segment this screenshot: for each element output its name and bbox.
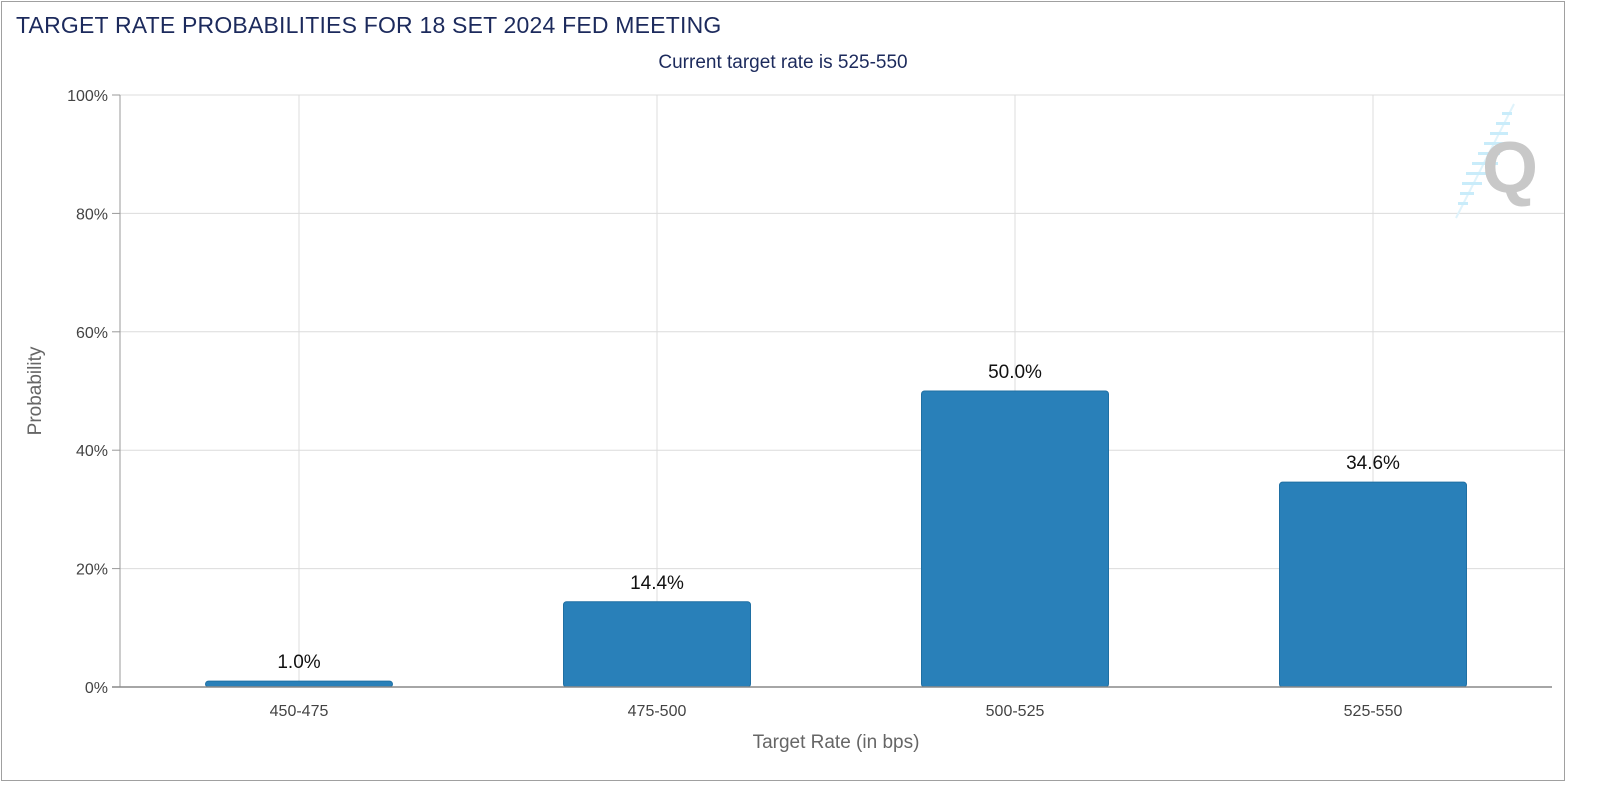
y-tick-label: 100% — [67, 88, 108, 105]
chart-subtitle: Current target rate is 525-550 — [658, 52, 908, 73]
y-tick-label: 20% — [76, 562, 108, 579]
svg-text:Q: Q — [1482, 128, 1538, 208]
bar — [205, 680, 393, 688]
bar-chart: Q 0% 20% 40% 60% 80% 100% 1.0% 450-475 14.4% 475-… — [25, 88, 1564, 753]
y-tick-label: 0% — [85, 680, 108, 697]
bar-value-label: 1.0% — [277, 652, 320, 673]
bar — [1279, 481, 1467, 688]
y-tick-label: 80% — [76, 206, 108, 223]
y-tick-label: 60% — [76, 325, 108, 342]
x-axis-title: Target Rate (in bps) — [753, 732, 920, 753]
chart-title: TARGET RATE PROBABILITIES FOR 18 SET 202… — [16, 12, 722, 38]
x-tick-label: 450-475 — [270, 703, 329, 720]
axes — [112, 94, 1552, 688]
y-tick-label: 40% — [76, 443, 108, 460]
bars — [205, 390, 1467, 688]
bar-value-label: 50.0% — [988, 362, 1042, 383]
x-tick-label: 500-525 — [986, 703, 1045, 720]
bar-value-label: 34.6% — [1346, 453, 1400, 474]
bar — [563, 601, 751, 688]
labels: 0% 20% 40% 60% 80% 100% 1.0% 450-475 14.4% 475-50… — [67, 88, 1402, 720]
quikstrike-q-logo-icon: Q — [1455, 103, 1538, 219]
x-tick-label: 475-500 — [628, 703, 687, 720]
bar — [921, 390, 1109, 688]
y-axis-title: Probability — [25, 346, 46, 435]
bar-value-label: 14.4% — [630, 573, 684, 594]
x-tick-label: 525-550 — [1344, 703, 1403, 720]
